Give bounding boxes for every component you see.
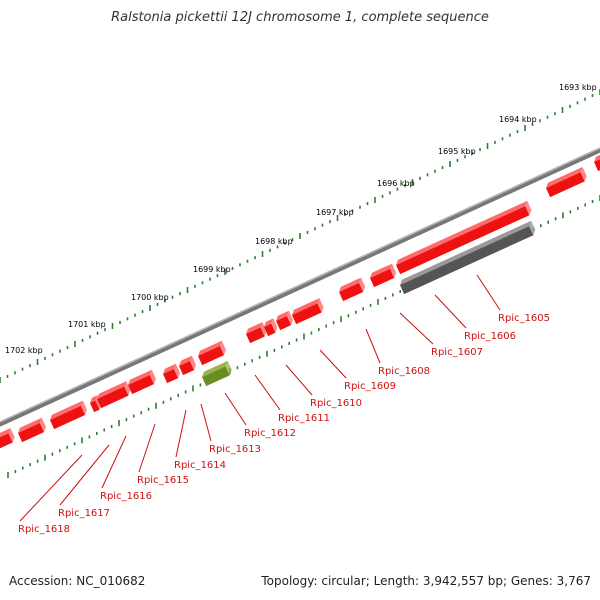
label-leader-line [399, 312, 434, 345]
gene-red [546, 166, 587, 198]
gene-red [18, 417, 46, 443]
gene-red [0, 428, 15, 450]
label-leader-line [285, 364, 313, 396]
label-leader-line [224, 392, 247, 426]
scale-label: 1701 kbp [68, 320, 106, 329]
scale-label: 1693 kbp [559, 83, 597, 92]
scale-label: 1700 kbp [131, 293, 169, 302]
scale-label: 1694 kbp [499, 115, 537, 124]
label-leader-line [200, 403, 212, 442]
gene-red [264, 318, 278, 337]
label-leaders [19, 274, 501, 522]
gene-label: Rpic_1607 [431, 347, 483, 358]
gene-label: Rpic_1615 [137, 475, 189, 486]
label-leader-line [101, 435, 127, 489]
label-leader-line [319, 349, 347, 379]
scale-label: 1696 kbp [377, 179, 415, 188]
gene-red [370, 263, 397, 288]
label-leader-line [59, 444, 110, 506]
scale-labels: 1702 kbp 1701 kbp 1700 kbp 1699 kbp 1698 kbp… [5, 83, 597, 355]
label-leader-line [365, 328, 381, 364]
gene-red [50, 400, 88, 430]
scale-label: 1697 kbp [316, 208, 354, 217]
gene-label: Rpic_1616 [100, 491, 152, 502]
gene-label: Rpic_1606 [464, 331, 516, 342]
gene-label: Rpic_1608 [378, 366, 430, 377]
chromosome-backbone-highlight [0, 147, 600, 423]
gene-label: Rpic_1618 [18, 524, 70, 535]
gene-gray [400, 220, 536, 295]
accession-text: Accession: NC_010682 [9, 574, 146, 588]
chromosome-backbone [0, 147, 600, 427]
map-title: Ralstonia pickettii 12J chromosome 1, co… [111, 10, 489, 25]
gene-red [396, 200, 532, 275]
gene-red [198, 340, 226, 366]
scale-label: 1699 kbp [193, 265, 231, 274]
scale-label: 1702 kbp [5, 346, 43, 355]
gene-red [97, 381, 131, 409]
label-leader-line [19, 454, 83, 522]
label-leader-line [175, 409, 187, 458]
gene-label: Rpic_1611 [278, 413, 330, 424]
outer-scale [0, 89, 600, 383]
gene-label: Rpic_1610 [310, 398, 362, 409]
gene-label: Rpic_1617 [58, 508, 110, 519]
gene-red [594, 153, 600, 172]
summary-text: Topology: circular; Length: 3,942,557 bp… [261, 574, 591, 588]
gene-track [0, 153, 600, 450]
gene-label: Rpic_1614 [174, 460, 226, 471]
gene-label: Rpic_1613 [209, 444, 261, 455]
label-leader-line [138, 423, 156, 473]
gene-red [163, 363, 181, 384]
gene-label: Rpic_1605 [498, 313, 550, 324]
gene-red [90, 395, 102, 413]
label-leader-line [434, 294, 467, 329]
scale-label: 1695 kbp [438, 147, 476, 156]
gene-red [292, 298, 324, 325]
gene-label: Rpic_1612 [244, 428, 296, 439]
gene-red [276, 310, 294, 331]
label-leader-line [254, 374, 281, 411]
scale-label: 1698 kbp [255, 237, 293, 246]
gene-red [246, 322, 267, 344]
gene-label: Rpic_1609 [344, 381, 396, 392]
label-leader-line [476, 274, 501, 311]
gene-red [179, 355, 197, 376]
gene-olive [202, 360, 232, 387]
gene-red [339, 277, 366, 302]
gene-red [128, 369, 156, 395]
